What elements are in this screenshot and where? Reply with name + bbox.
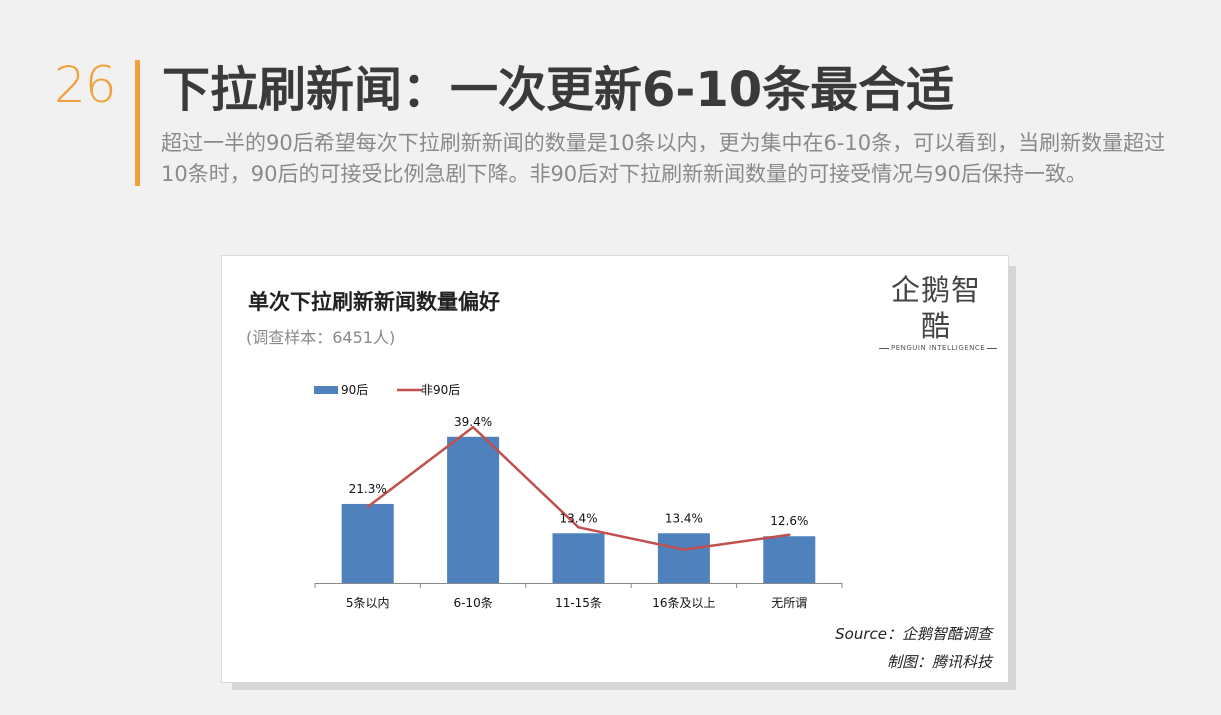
chart-title: 单次下拉刷新新闻数量偏好 bbox=[248, 290, 500, 314]
brand-tagline: PENGUIN INTELLIGENCE bbox=[877, 344, 998, 352]
brand-logo: 企鹅智酷 PENGUIN INTELLIGENCE bbox=[877, 272, 998, 352]
chart-card: 单次下拉刷新新闻数量偏好 (调查样本：6451人) 企鹅智酷 PENGUIN I… bbox=[221, 255, 1009, 683]
x-tick-label-0: 5条以内 bbox=[346, 596, 390, 610]
source-note: Source：企鹅智酷调查 bbox=[835, 625, 992, 643]
data-label-0: 21.3% bbox=[349, 482, 387, 496]
bar-group bbox=[341, 436, 816, 583]
data-label-1: 39.4% bbox=[454, 415, 492, 429]
bar-4 bbox=[763, 536, 816, 583]
legend-label-non90s: 非90后 bbox=[421, 383, 460, 397]
chart-subtitle: (调查样本：6451人) bbox=[246, 328, 396, 347]
bar-1 bbox=[447, 436, 500, 583]
x-tick-label-4: 无所谓 bbox=[771, 596, 807, 610]
chart-svg: 90后 非90后 5条以内 6-10条 11-15条 16条及以上 无所谓 21.3% 39… bbox=[314, 383, 843, 610]
line-point-0 bbox=[366, 505, 369, 509]
legend-label-90s: 90后 bbox=[341, 383, 368, 397]
line-point-4 bbox=[788, 533, 791, 536]
credit-note: 制图：腾讯科技 bbox=[886, 653, 992, 671]
x-axis: 5条以内 6-10条 11-15条 16条及以上 无所谓 bbox=[314, 583, 843, 610]
x-tick-label-1: 6-10条 bbox=[453, 596, 492, 610]
data-label-4: 12.6% bbox=[770, 514, 808, 528]
x-tick-label-2: 11-15条 bbox=[555, 596, 602, 610]
legend: 90后 非90后 bbox=[314, 383, 460, 397]
line-series-path bbox=[366, 425, 790, 551]
bar-2 bbox=[552, 533, 605, 583]
accent-bar bbox=[135, 60, 140, 186]
line-point-3 bbox=[682, 548, 686, 551]
data-label-2: 13.4% bbox=[559, 511, 597, 525]
page-title: 下拉刷新闻：一次更新6-10条最合适 bbox=[162, 62, 955, 118]
brand-tagline-text: PENGUIN INTELLIGENCE bbox=[891, 344, 986, 352]
legend-swatch-90s bbox=[314, 386, 338, 394]
x-tick-label-3: 16条及以上 bbox=[652, 596, 715, 610]
line-series bbox=[366, 425, 791, 551]
bar-3 bbox=[657, 533, 710, 583]
brand-name: 企鹅智酷 bbox=[890, 273, 981, 343]
line-point-2 bbox=[577, 526, 580, 529]
data-labels: 21.3% 39.4% 13.4% 13.4% 12.6% bbox=[349, 415, 809, 528]
line-point-1 bbox=[471, 425, 475, 429]
page-number: 26 bbox=[54, 56, 117, 114]
bar-0 bbox=[341, 503, 394, 583]
data-label-3: 13.4% bbox=[665, 511, 703, 525]
summary-text: 超过一半的90后希望每次下拉刷新新闻的数量是10条以内，更为集中在6-10条，可… bbox=[161, 131, 1166, 186]
